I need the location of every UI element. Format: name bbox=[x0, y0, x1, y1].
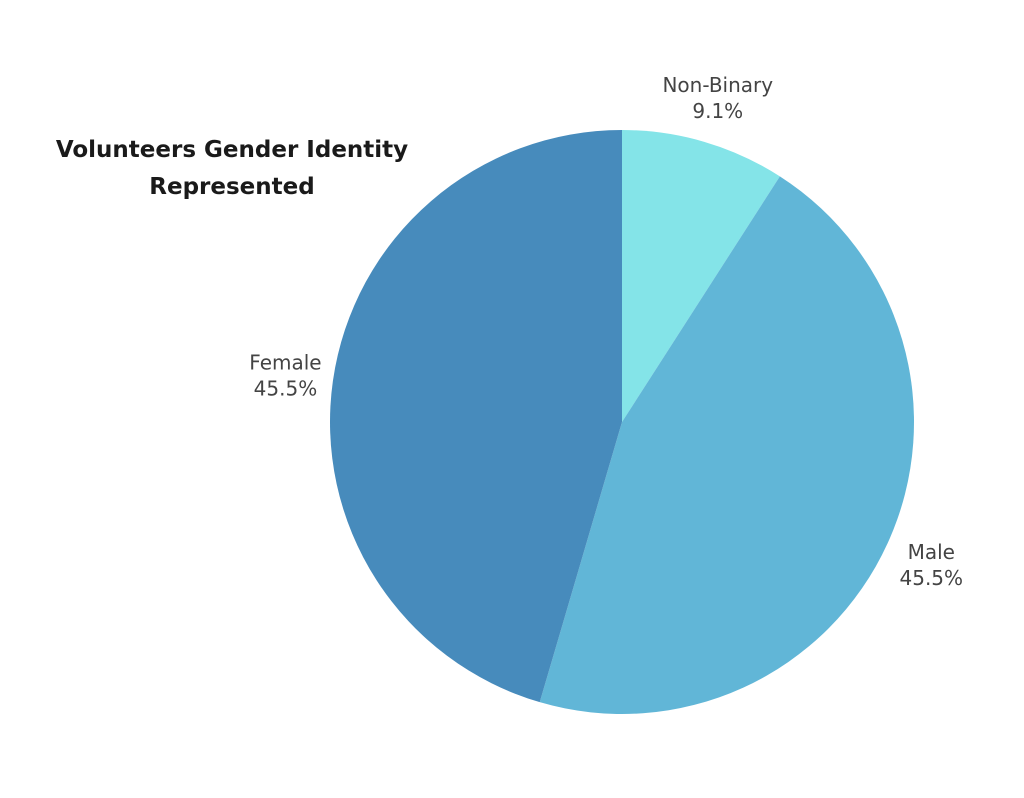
chart-title-line-2: Represented bbox=[149, 174, 315, 200]
slice-percent-male: 45.5% bbox=[900, 566, 964, 590]
pie-slice-female bbox=[330, 129, 622, 703]
slice-percent-non-binary: 9.1% bbox=[692, 99, 743, 123]
pie-slice-non-binary bbox=[622, 130, 780, 422]
pie-slices bbox=[330, 129, 914, 714]
pie-slice-male bbox=[539, 176, 914, 714]
chart-title: Volunteers Gender Identity Represented bbox=[30, 132, 434, 206]
chart-title-line-1: Volunteers Gender Identity bbox=[55, 137, 409, 163]
slice-label-male: Male bbox=[908, 540, 955, 564]
slice-percent-female: 45.5% bbox=[254, 377, 318, 401]
slice-label-female: Female bbox=[249, 351, 321, 375]
slice-label-non-binary: Non-Binary bbox=[662, 73, 773, 97]
